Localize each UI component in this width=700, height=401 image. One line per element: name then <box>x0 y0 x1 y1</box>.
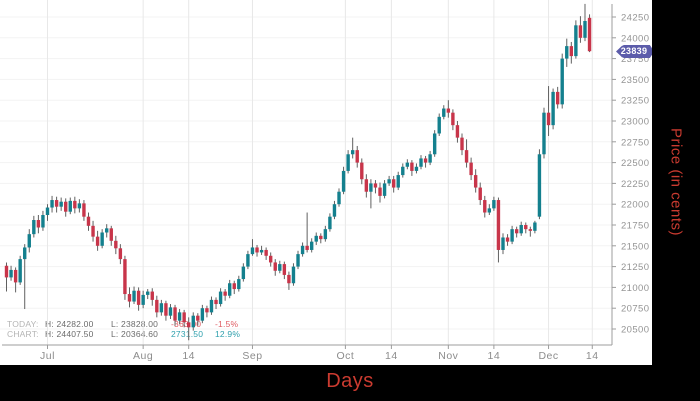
svg-text:14: 14 <box>586 350 599 362</box>
svg-text:20500: 20500 <box>621 325 649 336</box>
svg-text:Dec: Dec <box>538 350 558 362</box>
svg-text:23500: 23500 <box>621 75 649 86</box>
svg-text:Aug: Aug <box>133 350 153 362</box>
svg-text:Sep: Sep <box>242 350 262 362</box>
chart-range-pct: 12.9% <box>215 328 241 339</box>
svg-text:Nov: Nov <box>438 350 458 362</box>
svg-text:23000: 23000 <box>621 117 649 128</box>
svg-text:22250: 22250 <box>621 179 649 190</box>
chart-high: H: 24407.50 <box>45 328 94 339</box>
chart-range: 2731.50 <box>171 328 204 339</box>
chart-low: L: 20364.60 <box>111 328 159 339</box>
svg-text:24000: 24000 <box>621 33 649 44</box>
svg-text:21500: 21500 <box>621 241 649 252</box>
svg-text:23750: 23750 <box>621 54 649 65</box>
today-stats-row: TODAY: H: 24282.00 L: 23828.00 -363.00 -1.5% <box>7 319 249 330</box>
svg-text:20750: 20750 <box>621 304 649 315</box>
svg-text:24250: 24250 <box>621 13 649 24</box>
svg-text:Oct: Oct <box>336 350 354 362</box>
chart-label: CHART: <box>7 328 39 339</box>
svg-text:22750: 22750 <box>621 137 649 148</box>
svg-text:Jul: Jul <box>40 350 55 362</box>
candlestick-chart-canvas[interactable]: 20500 20750 21000 21250 21500 21750 22000 22250… <box>0 0 652 365</box>
svg-text:23250: 23250 <box>621 96 649 107</box>
svg-text:21000: 21000 <box>621 283 649 294</box>
svg-text:14: 14 <box>488 350 501 362</box>
chart-stats-row: CHART: H: 24407.50 L: 20364.60 2731.50 12.9% <box>7 328 249 340</box>
today-change: -363.00 <box>171 319 202 329</box>
svg-text:21250: 21250 <box>621 262 649 273</box>
svg-text:22500: 22500 <box>621 158 649 169</box>
today-high: H: 24282.00 <box>45 319 94 329</box>
svg-text:22000: 22000 <box>621 200 649 211</box>
y-axis-title: Price (in cents) <box>667 128 685 237</box>
summary-legend: TODAY: H: 24282.00 L: 23828.00 -363.00 -1.5%… <box>7 319 249 340</box>
chart-panel: TODAY: H: 24282.00 L: 23828.00 -363.00 -1.5%… <box>0 0 652 365</box>
today-low: L: 23828.00 <box>111 319 159 329</box>
today-change-pct: -1.5% <box>215 319 239 329</box>
last-price-badge: 23839 <box>616 45 652 58</box>
svg-text:14: 14 <box>182 350 195 362</box>
svg-text:21750: 21750 <box>621 221 649 232</box>
x-axis-title: Days <box>326 370 374 392</box>
today-label: TODAY: <box>7 319 39 329</box>
svg-text:14: 14 <box>385 350 398 362</box>
